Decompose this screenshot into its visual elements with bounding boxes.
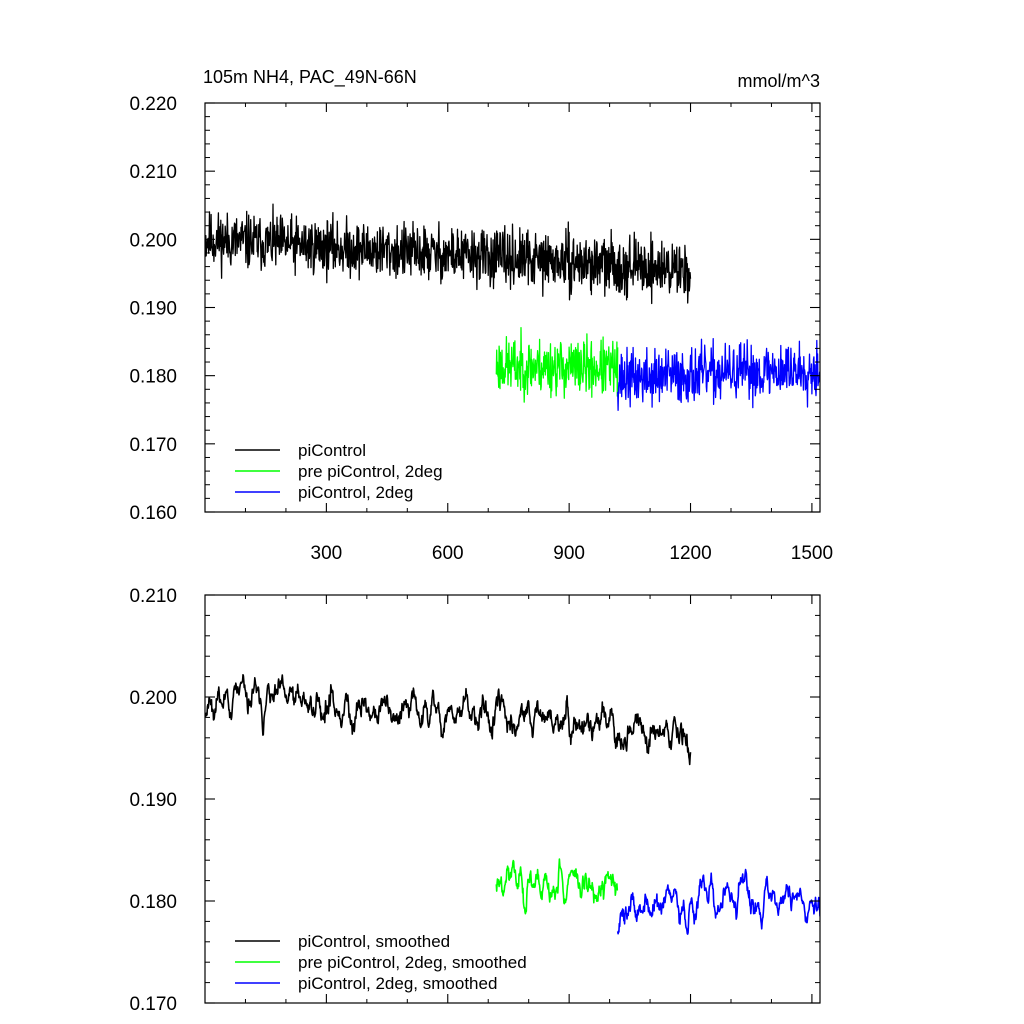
legend-label: pre piControl, 2deg [298,462,443,481]
y-tick-label: 0.220 [129,94,177,115]
y-tick-label: 0.200 [129,688,177,709]
y-tick-label: 0.180 [129,892,177,913]
x-tick-label: 1500 [791,543,833,564]
y-tick-label: 0.160 [129,503,177,524]
chart-units: mmol/m^3 [738,71,820,91]
x-tick-label: 600 [432,543,464,564]
y-tick-label: 0.190 [129,299,177,320]
chart-title: 105m NH4, PAC_49N-66N [203,67,417,88]
top-panel: 300 600 900 1200 1500 0.160 0.170 0.180 0.190 0.2… [129,94,833,564]
y-tick-label: 0.210 [129,586,177,607]
bottom-panel: 0.170 0.180 0.190 0.200 0.210 piControl, smoo… [129,586,821,1015]
legend-label: piControl, 2deg [298,483,413,502]
x-tick-label: 900 [553,543,585,564]
y-tick-label: 0.170 [129,435,177,456]
series-line-2 [495,858,619,915]
y-tick-label: 0.210 [129,162,177,183]
legend-label: piControl, 2deg, smoothed [298,974,497,993]
legend-label: piControl [298,441,366,460]
series-line-1 [205,203,692,305]
series-line-3 [617,337,820,411]
y-tick-label: 0.180 [129,367,177,388]
y-tick-label: 0.190 [129,790,177,811]
series-line-2 [495,327,619,403]
x-tick-label: 300 [311,543,343,564]
y-tick-label: 0.170 [129,994,177,1015]
legend-label: piControl, smoothed [298,932,450,951]
series-line-3 [616,868,820,935]
x-tick-label: 1200 [669,543,711,564]
series-line-1 [205,674,692,766]
legend-label: pre piControl, 2deg, smoothed [298,953,527,972]
y-tick-label: 0.200 [129,230,177,251]
